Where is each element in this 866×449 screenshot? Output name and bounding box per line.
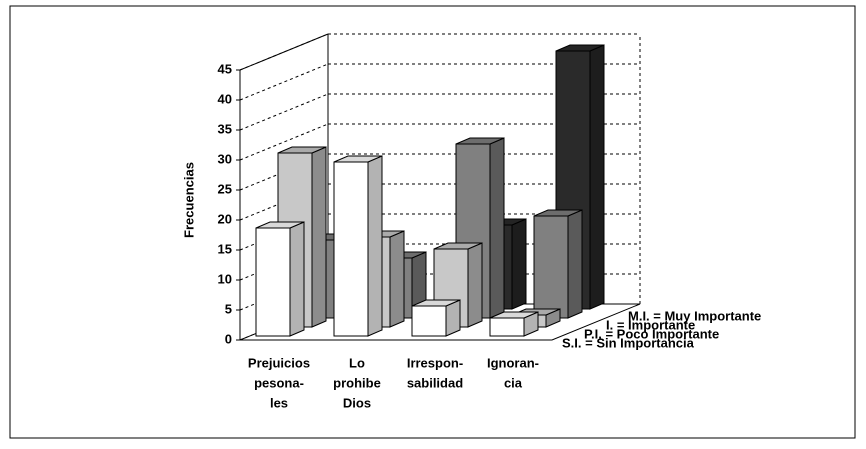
- bar-front: [489, 317, 525, 337]
- bar: [533, 209, 583, 319]
- x-tick-label: Ignoran-: [487, 355, 539, 370]
- x-tick-label: Dios: [343, 395, 371, 410]
- x-tick-label: Lo: [349, 355, 365, 370]
- y-tick-label: 15: [218, 241, 232, 256]
- y-tick-label: 5: [225, 301, 232, 316]
- bar-side: [389, 230, 405, 328]
- legend-label: I. = Importante: [606, 317, 695, 332]
- x-tick-label: Prejuicios: [248, 355, 310, 370]
- y-tick-label: 0: [225, 331, 232, 346]
- grid-line: [239, 93, 329, 131]
- grid-line: [239, 63, 329, 101]
- y-tick-label: 10: [218, 271, 232, 286]
- bar-side: [511, 218, 527, 310]
- bar-side: [311, 146, 327, 328]
- bar: [411, 299, 461, 337]
- bar-side: [589, 44, 605, 310]
- bar-front: [411, 305, 447, 337]
- bar-side: [367, 155, 383, 337]
- frame: [9, 5, 856, 439]
- bar: [333, 155, 383, 337]
- x-tick-label: prohibe: [333, 375, 381, 390]
- y-tick-label: 25: [218, 181, 232, 196]
- y-axis: [239, 33, 329, 71]
- bar: [489, 311, 539, 337]
- bar-side: [489, 137, 505, 319]
- x-tick-label: pesona-: [254, 375, 304, 390]
- bar-front: [533, 215, 569, 319]
- x-tick-label: Irrespon-: [407, 355, 463, 370]
- y-tick-label: 20: [218, 211, 232, 226]
- y-tick-label: 40: [218, 91, 232, 106]
- y-tick-label: 35: [218, 121, 232, 136]
- legend-label: S.I. = Sin Importancia: [562, 335, 695, 350]
- x-tick-label: sabilidad: [407, 375, 463, 390]
- y-tick-label: 30: [218, 151, 232, 166]
- x-tick-label: cia: [504, 375, 523, 390]
- bar-front: [255, 227, 291, 337]
- bar-side: [289, 221, 305, 337]
- legend-label: M.I. = Muy Importante: [628, 308, 761, 323]
- y-tick-label: 45: [218, 61, 232, 76]
- bar: [255, 221, 305, 337]
- y-axis-label: Frecuencias: [181, 162, 196, 238]
- bar-side: [567, 209, 583, 319]
- bar-front: [333, 161, 369, 337]
- bar-side: [467, 242, 483, 328]
- x-tick-label: les: [270, 395, 288, 410]
- legend-label: P.I. = Poco Importante: [584, 326, 719, 341]
- grid-line: [239, 123, 329, 161]
